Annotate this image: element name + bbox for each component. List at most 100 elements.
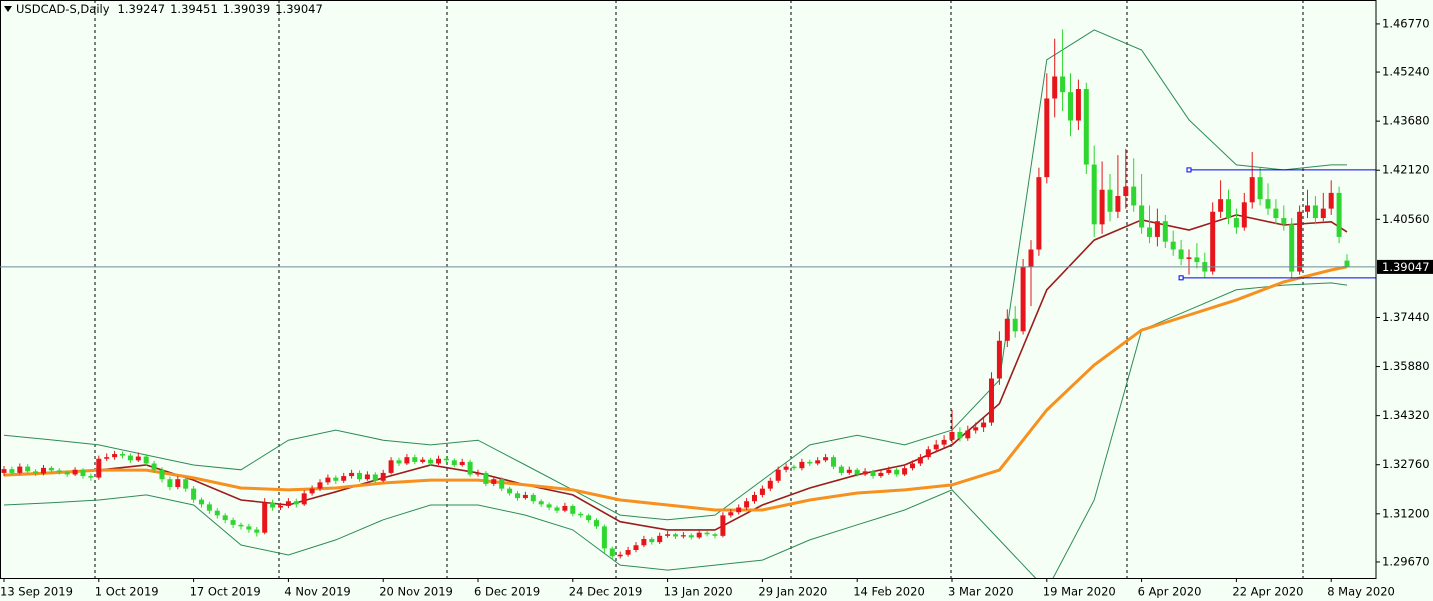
candle-body: [412, 457, 418, 462]
x-tick-label: 14 Feb 2020: [853, 585, 925, 599]
y-tick-label: 1.43680: [1382, 114, 1430, 128]
low-value: 1.39039: [223, 2, 271, 16]
candle-body: [1107, 189, 1113, 212]
candle-body: [657, 535, 663, 543]
candle-body: [1162, 221, 1168, 242]
candle-body: [420, 459, 426, 462]
line-anchor: [1178, 275, 1184, 281]
candle-body: [633, 545, 639, 550]
candle-body: [1344, 260, 1350, 267]
candle-body: [48, 467, 54, 471]
candle-body: [854, 469, 860, 475]
candle-body: [293, 501, 299, 505]
x-tick-label: 3 Mar 2020: [948, 585, 1014, 599]
y-tick-label: 1.35880: [1382, 359, 1430, 373]
candle-body: [1044, 98, 1050, 178]
candle-body: [159, 469, 165, 480]
candle-body: [562, 505, 568, 511]
candle-body: [831, 457, 836, 467]
candle-body: [80, 469, 86, 477]
candle-body: [554, 507, 560, 511]
candle-body: [317, 482, 323, 489]
candle-body: [570, 505, 576, 514]
candle-body: [586, 515, 592, 521]
candle-body: [799, 461, 805, 469]
candle-body: [1194, 257, 1200, 263]
candle-body: [609, 548, 615, 557]
candle-body: [878, 472, 884, 477]
x-tick-label: 1 Oct 2019: [95, 585, 159, 599]
candle-body: [862, 471, 868, 475]
candle-body: [388, 460, 394, 473]
candle-body: [349, 472, 355, 477]
candle-body: [396, 460, 402, 464]
candle-body: [665, 534, 671, 536]
candle-body: [127, 455, 133, 461]
candle-body: [925, 449, 931, 458]
x-tick-label: 6 Dec 2019: [474, 585, 540, 599]
candle-body: [325, 477, 331, 483]
candle-body: [175, 479, 181, 488]
candle-body: [933, 444, 939, 450]
candle-body: [601, 526, 607, 549]
y-tick-label: 1.42120: [1382, 163, 1430, 177]
candle-body: [1, 469, 7, 473]
candle-body: [404, 457, 410, 464]
candle-body: [1028, 249, 1034, 267]
candle-body: [380, 472, 386, 481]
candle-body: [712, 534, 718, 536]
candle-body: [309, 488, 315, 494]
x-tick-label: 17 Oct 2019: [190, 585, 261, 599]
candle-body: [483, 472, 489, 484]
candle-body: [278, 505, 283, 508]
candle-body: [1036, 177, 1042, 250]
candle-body: [214, 510, 220, 516]
candle-body: [17, 466, 23, 473]
candle-body: [96, 458, 102, 478]
x-tick-label: 22 Apr 2020: [1232, 585, 1303, 599]
candle-body: [838, 466, 844, 473]
candle-body: [775, 469, 781, 481]
candle-body: [1060, 76, 1066, 93]
y-tick-label: 1.29670: [1382, 554, 1430, 568]
candle-body: [238, 524, 244, 527]
candle-body: [1123, 186, 1129, 197]
candle-body: [752, 494, 757, 502]
candle-body: [1178, 249, 1184, 259]
candle-body: [902, 468, 908, 475]
candle-body: [254, 529, 260, 533]
candle-body: [522, 494, 528, 499]
candle-body: [1012, 318, 1018, 332]
candle-body: [25, 466, 31, 472]
candle-body: [783, 466, 789, 470]
candle-body: [791, 466, 797, 469]
candle-body: [1312, 205, 1318, 219]
candle-body: [262, 502, 268, 533]
candle-body: [246, 526, 252, 530]
candle-body: [688, 535, 694, 538]
candle-body: [704, 532, 710, 535]
x-tick-label: 6 Apr 2020: [1138, 585, 1202, 599]
candle-body: [451, 460, 457, 466]
candle-body: [72, 469, 78, 475]
candle-body: [910, 463, 915, 469]
candle-body: [9, 469, 15, 473]
candle-body: [333, 477, 339, 481]
candle-body: [41, 467, 46, 474]
menu-triangle: [4, 6, 12, 12]
candle-body: [736, 507, 742, 513]
candle-body: [973, 427, 979, 431]
candle-body: [1099, 189, 1105, 225]
candle-body: [886, 469, 892, 473]
y-tick-label: 1.34320: [1382, 408, 1430, 422]
candle-body: [728, 512, 734, 516]
candle-body: [1068, 92, 1073, 121]
candle-body: [617, 554, 623, 557]
candle-body: [1210, 211, 1216, 272]
x-tick-label: 4 Nov 2019: [284, 585, 350, 599]
plot-border: [0, 0, 1377, 579]
x-tick-label: 24 Dec 2019: [569, 585, 642, 599]
candle-body: [1233, 218, 1239, 228]
x-tick-label: 19 Mar 2020: [1043, 585, 1116, 599]
